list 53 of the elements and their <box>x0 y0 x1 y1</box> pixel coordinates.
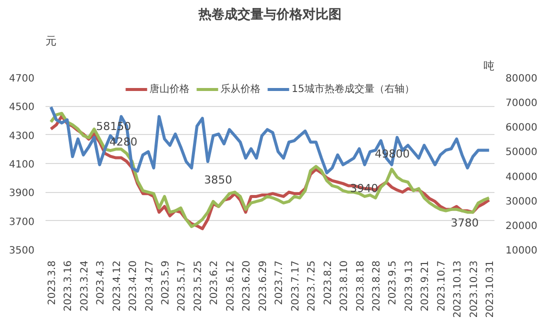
x-tick-label: 2023.10.13 <box>452 260 464 318</box>
x-tick-label: 2023.4.27 <box>144 260 156 312</box>
annotation: 3940 <box>350 182 378 196</box>
x-tick-label: 2023.6.20 <box>242 260 253 312</box>
y-tick-label: 3900 <box>9 188 35 200</box>
chart-title: 热卷成交量与价格对比图 <box>198 6 342 22</box>
x-tick-label: 2023.7.17 <box>290 260 302 312</box>
y2-tick-label: 70000 <box>506 98 538 110</box>
x-tick-label: 2023.9.21 <box>420 260 432 312</box>
y2-tick-label: 20000 <box>506 220 538 232</box>
annotation: 3780 <box>450 216 479 230</box>
x-tick-label: 2023.8.2 <box>322 260 334 306</box>
x-tick-label: 2023.9.5 <box>388 260 399 306</box>
x-tick-label: 2023.7.25 <box>306 260 318 312</box>
line-series <box>49 105 491 174</box>
y2-axis-title: 吨 <box>484 60 494 72</box>
x-tick-label: 2023.5.9 <box>160 260 172 306</box>
y2-tick-label: 80000 <box>506 74 538 84</box>
y2-tick-label: 30000 <box>506 196 538 208</box>
y2-tick-label: 40000 <box>506 172 538 183</box>
x-tick-label: 2023.4.12 <box>112 260 123 312</box>
x-tick-label: 2023.8.28 <box>371 260 382 312</box>
legend-label: 15城市热卷成交量（右轴） <box>292 82 414 96</box>
x-tick-label: 2023.7.7 <box>274 260 286 306</box>
x-tick-label: 2023.9.13 <box>404 260 415 312</box>
y-tick-label: 3700 <box>9 216 35 228</box>
x-tick-label: 2023.10.23 <box>468 260 480 318</box>
x-tick-label: 2023.6.12 <box>225 260 236 312</box>
y2-tick-label: 10000 <box>506 246 538 256</box>
x-tick-label: 2023.3.8 <box>46 260 58 306</box>
y-tick-label: 3500 <box>9 246 35 256</box>
annotation: 3850 <box>204 173 232 186</box>
x-tick-label: 2023.6.29 <box>258 260 269 312</box>
x-tick-label: 2023.10.31 <box>485 260 496 318</box>
y2-tick-label: 60000 <box>506 122 538 134</box>
y-tick-label: 4100 <box>9 160 35 170</box>
x-tick-label: 2023.5.25 <box>192 260 204 312</box>
y-axis-title: 元 <box>46 34 56 48</box>
y2-tick-label: 50000 <box>506 147 538 158</box>
x-tick-label: 2023.4.3 <box>96 260 107 306</box>
y-tick-label: 4300 <box>9 130 35 142</box>
x-tick-label: 2023.3.24 <box>79 260 90 312</box>
x-tick-label: 2023.3.16 <box>63 260 74 312</box>
legend-label: 乐从价格 <box>220 82 261 96</box>
x-tick-label: 2023.10.7 <box>436 260 448 312</box>
x-tick-label: 2023.8.10 <box>339 260 350 312</box>
x-tick-label: 2023.5.17 <box>176 260 188 312</box>
y-tick-label: 4500 <box>9 102 35 114</box>
x-tick-label: 2023.6.2 <box>209 260 220 306</box>
legend-label: 唐山价格 <box>150 82 190 96</box>
y-tick-label: 4700 <box>9 74 35 84</box>
x-tick-label: 2023.4.20 <box>128 260 140 312</box>
x-tick-label: 2023.8.18 <box>355 260 366 312</box>
